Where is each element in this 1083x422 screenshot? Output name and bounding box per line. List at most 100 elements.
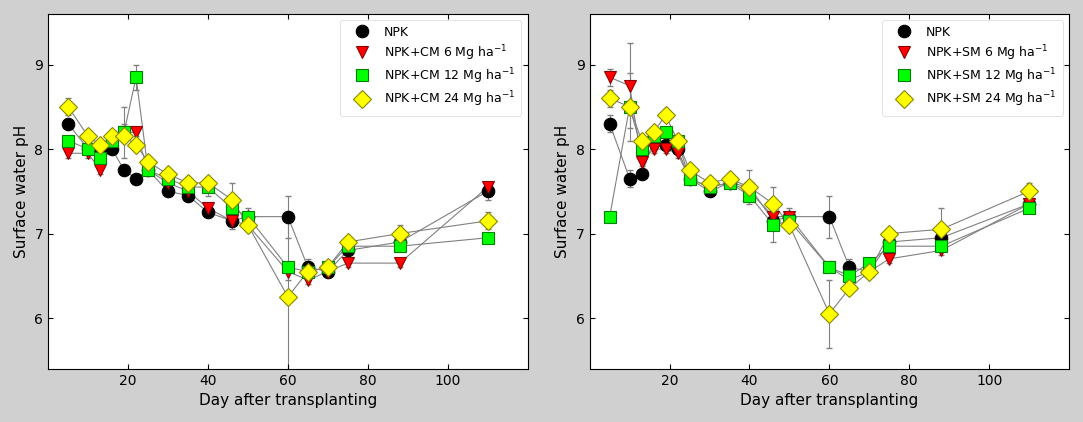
NPK+SM 24 Mg ha$^{-1}$	[863, 269, 876, 274]
NPK+CM 6 Mg ha$^{-1}$	[242, 222, 255, 227]
NPK	[703, 189, 716, 194]
NPK+SM 6 Mg ha$^{-1}$	[863, 269, 876, 274]
NPK+SM 24 Mg ha$^{-1}$	[648, 130, 661, 135]
NPK+CM 12 Mg ha$^{-1}$	[182, 184, 195, 189]
NPK+SM 6 Mg ha$^{-1}$	[623, 83, 636, 88]
Line: NPK: NPK	[62, 117, 494, 278]
NPK+SM 6 Mg ha$^{-1}$	[648, 146, 661, 151]
NPK+CM 24 Mg ha$^{-1}$	[106, 134, 119, 139]
NPK+SM 12 Mg ha$^{-1}$	[635, 146, 648, 151]
NPK+CM 24 Mg ha$^{-1}$	[93, 142, 106, 147]
NPK+CM 12 Mg ha$^{-1}$	[81, 146, 94, 151]
X-axis label: Day after transplanting: Day after transplanting	[199, 393, 377, 408]
NPK+SM 6 Mg ha$^{-1}$	[635, 159, 648, 164]
Line: NPK+SM 24 Mg ha$^{-1}$: NPK+SM 24 Mg ha$^{-1}$	[603, 92, 1035, 320]
NPK+SM 24 Mg ha$^{-1}$	[683, 168, 696, 173]
NPK	[161, 189, 174, 194]
Y-axis label: Surface water pH: Surface water pH	[556, 124, 571, 258]
NPK+CM 6 Mg ha$^{-1}$	[341, 260, 354, 265]
NPK	[783, 214, 796, 219]
NPK+CM 6 Mg ha$^{-1}$	[130, 130, 143, 135]
NPK	[182, 193, 195, 198]
NPK	[935, 235, 948, 240]
NPK+CM 6 Mg ha$^{-1}$	[161, 180, 174, 185]
NPK	[883, 239, 896, 244]
NPK+CM 6 Mg ha$^{-1}$	[393, 260, 406, 265]
NPK+SM 12 Mg ha$^{-1}$	[603, 214, 616, 219]
NPK+SM 12 Mg ha$^{-1}$	[648, 134, 661, 139]
NPK+SM 12 Mg ha$^{-1}$	[660, 130, 673, 135]
NPK	[481, 189, 494, 194]
NPK+SM 6 Mg ha$^{-1}$	[823, 265, 836, 270]
NPK+SM 24 Mg ha$^{-1}$	[703, 180, 716, 185]
NPK	[242, 214, 255, 219]
NPK+SM 12 Mg ha$^{-1}$	[823, 265, 836, 270]
NPK	[301, 265, 314, 270]
NPK+SM 12 Mg ha$^{-1}$	[935, 243, 948, 249]
NPK+SM 6 Mg ha$^{-1}$	[843, 277, 856, 282]
NPK+SM 12 Mg ha$^{-1}$	[743, 193, 756, 198]
Legend: NPK, NPK+SM 6 Mg ha$^{-1}$, NPK+SM 12 Mg ha$^{-1}$, NPK+SM 24 Mg ha$^{-1}$: NPK, NPK+SM 6 Mg ha$^{-1}$, NPK+SM 12 Mg…	[883, 20, 1062, 116]
Legend: NPK, NPK+CM 6 Mg ha$^{-1}$, NPK+CM 12 Mg ha$^{-1}$, NPK+CM 24 Mg ha$^{-1}$: NPK, NPK+CM 6 Mg ha$^{-1}$, NPK+CM 12 Mg…	[340, 20, 521, 116]
NPK	[743, 184, 756, 189]
NPK+CM 6 Mg ha$^{-1}$	[106, 138, 119, 143]
NPK+SM 24 Mg ha$^{-1}$	[671, 138, 684, 143]
NPK+SM 24 Mg ha$^{-1}$	[843, 286, 856, 291]
NPK	[863, 269, 876, 274]
NPK+CM 24 Mg ha$^{-1}$	[201, 180, 214, 185]
NPK+SM 12 Mg ha$^{-1}$	[723, 180, 736, 185]
NPK+CM 6 Mg ha$^{-1}$	[81, 151, 94, 156]
NPK	[341, 248, 354, 253]
NPK+CM 24 Mg ha$^{-1}$	[81, 134, 94, 139]
NPK+CM 12 Mg ha$^{-1}$	[481, 235, 494, 240]
NPK+CM 12 Mg ha$^{-1}$	[322, 265, 335, 270]
NPK+CM 6 Mg ha$^{-1}$	[142, 168, 155, 173]
NPK+CM 24 Mg ha$^{-1}$	[118, 134, 131, 139]
NPK+SM 6 Mg ha$^{-1}$	[723, 180, 736, 185]
NPK+CM 24 Mg ha$^{-1}$	[130, 142, 143, 147]
NPK+SM 6 Mg ha$^{-1}$	[783, 214, 796, 219]
NPK+CM 12 Mg ha$^{-1}$	[142, 168, 155, 173]
NPK+SM 12 Mg ha$^{-1}$	[783, 218, 796, 223]
NPK+SM 6 Mg ha$^{-1}$	[603, 75, 616, 80]
NPK	[660, 142, 673, 147]
NPK+CM 12 Mg ha$^{-1}$	[130, 75, 143, 80]
NPK+CM 12 Mg ha$^{-1}$	[118, 130, 131, 135]
NPK+CM 24 Mg ha$^{-1}$	[282, 295, 295, 300]
NPK+CM 12 Mg ha$^{-1}$	[106, 138, 119, 143]
NPK+CM 24 Mg ha$^{-1}$	[225, 197, 238, 202]
Line: NPK+CM 24 Mg ha$^{-1}$: NPK+CM 24 Mg ha$^{-1}$	[62, 100, 494, 303]
NPK+CM 12 Mg ha$^{-1}$	[201, 184, 214, 189]
NPK	[635, 172, 648, 177]
NPK+CM 12 Mg ha$^{-1}$	[393, 243, 406, 249]
Line: NPK+SM 12 Mg ha$^{-1}$: NPK+SM 12 Mg ha$^{-1}$	[604, 101, 1034, 281]
NPK+CM 12 Mg ha$^{-1}$	[242, 214, 255, 219]
NPK+SM 24 Mg ha$^{-1}$	[660, 113, 673, 118]
NPK+CM 6 Mg ha$^{-1}$	[225, 218, 238, 223]
NPK+SM 12 Mg ha$^{-1}$	[671, 138, 684, 143]
Line: NPK+CM 6 Mg ha$^{-1}$: NPK+CM 6 Mg ha$^{-1}$	[62, 126, 494, 286]
NPK+CM 24 Mg ha$^{-1}$	[322, 265, 335, 270]
NPK+SM 6 Mg ha$^{-1}$	[1022, 201, 1035, 206]
Line: NPK+CM 12 Mg ha$^{-1}$: NPK+CM 12 Mg ha$^{-1}$	[63, 72, 493, 277]
NPK+SM 24 Mg ha$^{-1}$	[635, 138, 648, 143]
NPK+SM 6 Mg ha$^{-1}$	[683, 176, 696, 181]
NPK	[130, 176, 143, 181]
NPK+SM 6 Mg ha$^{-1}$	[883, 256, 896, 261]
NPK	[1022, 201, 1035, 206]
NPK+SM 12 Mg ha$^{-1}$	[1022, 206, 1035, 211]
NPK+SM 6 Mg ha$^{-1}$	[660, 146, 673, 151]
NPK+SM 12 Mg ha$^{-1}$	[683, 176, 696, 181]
NPK	[393, 239, 406, 244]
NPK+SM 6 Mg ha$^{-1}$	[743, 189, 756, 194]
NPK	[201, 210, 214, 215]
NPK	[843, 265, 856, 270]
NPK+CM 6 Mg ha$^{-1}$	[481, 184, 494, 189]
NPK+CM 6 Mg ha$^{-1}$	[282, 269, 295, 274]
NPK+SM 24 Mg ha$^{-1}$	[623, 104, 636, 109]
NPK+SM 6 Mg ha$^{-1}$	[703, 184, 716, 189]
NPK+CM 12 Mg ha$^{-1}$	[341, 243, 354, 249]
NPK+CM 12 Mg ha$^{-1}$	[93, 155, 106, 160]
NPK+CM 12 Mg ha$^{-1}$	[301, 269, 314, 274]
NPK	[723, 180, 736, 185]
